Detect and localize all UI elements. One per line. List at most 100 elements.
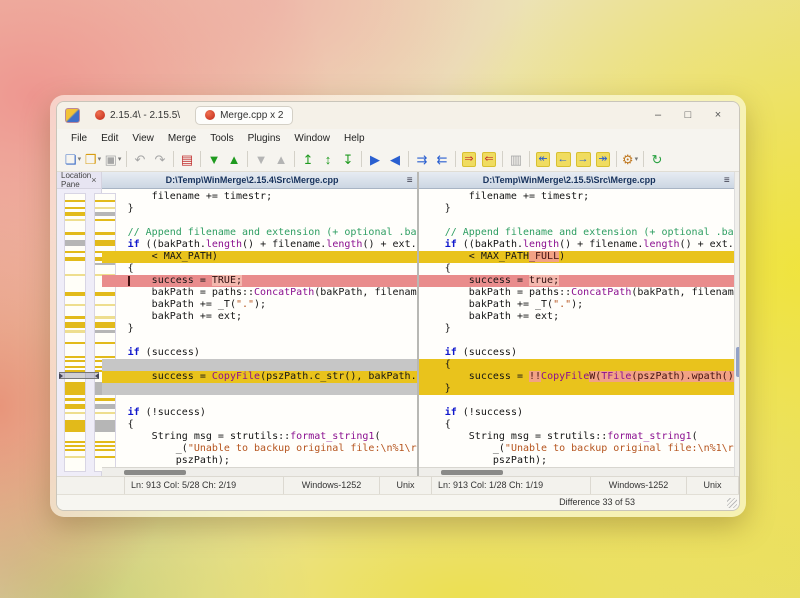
- scrollbar-thumb[interactable]: [440, 470, 503, 476]
- menu-file[interactable]: File: [71, 132, 88, 144]
- code-line[interactable]: if (!success): [102, 407, 417, 419]
- location-pane-map[interactable]: [57, 189, 116, 477]
- code-line[interactable]: }: [418, 383, 734, 396]
- menu-tools[interactable]: Tools: [210, 132, 234, 144]
- menu-view[interactable]: View: [132, 132, 154, 144]
- code-line[interactable]: pszPath);: [419, 455, 734, 467]
- code-line[interactable]: }: [102, 203, 417, 215]
- goto-right-button[interactable]: →: [573, 149, 593, 169]
- code-line[interactable]: {: [102, 419, 417, 431]
- dropdown-arrow-icon[interactable]: ▾: [97, 156, 102, 164]
- copy-left-button[interactable]: ◀: [385, 149, 405, 169]
- code-line[interactable]: success = !!CopyFileW(TFile(pszPath).wpa…: [418, 371, 734, 384]
- goto-last-right-button[interactable]: ↠: [593, 149, 613, 169]
- code-line[interactable]: if ((bakPath.length() + filename.length(…: [102, 239, 417, 251]
- pane-menu-icon[interactable]: ≡: [723, 174, 730, 186]
- code-line[interactable]: bakPath = paths::ConcatPath(bakPath, fil…: [419, 287, 734, 299]
- next-difference-button[interactable]: ▼: [204, 149, 224, 169]
- copy-right-button[interactable]: ▶: [365, 149, 385, 169]
- code-line[interactable]: [419, 215, 734, 227]
- code-line[interactable]: if (success): [102, 347, 417, 359]
- code-line[interactable]: if (success): [419, 347, 734, 359]
- resize-grip[interactable]: [727, 498, 737, 509]
- code-line[interactable]: {: [419, 419, 734, 431]
- code-line[interactable]: < MAX_PATH_FULL): [418, 251, 734, 264]
- scrollbar-thumb[interactable]: [735, 347, 739, 378]
- minimize-button[interactable]: –: [654, 109, 662, 122]
- right-code-editor[interactable]: filename += timestr; } // Append filenam…: [418, 189, 734, 468]
- undo-button[interactable]: ↶: [130, 149, 150, 169]
- code-line[interactable]: bakPath = paths::ConcatPath(bakPath, fil…: [102, 287, 417, 299]
- tab-folder-compare[interactable]: 2.15.4\ - 2.15.5\: [86, 107, 189, 124]
- first-difference-button[interactable]: ↥: [298, 149, 318, 169]
- code-line[interactable]: _("Unable to backup original file:\n%1\r: [419, 443, 734, 455]
- code-line[interactable]: [102, 335, 417, 347]
- code-line[interactable]: [419, 335, 734, 347]
- copy-right-advance-button[interactable]: ⇉: [412, 149, 432, 169]
- right-horizontal-scrollbar[interactable]: [418, 467, 734, 477]
- new-button[interactable]: ❏ ▾: [63, 149, 83, 169]
- auto-merge-button[interactable]: ▥: [506, 149, 526, 169]
- location-view-indicator[interactable]: [59, 372, 99, 380]
- code-line[interactable]: _("Unable to backup original file:\n%1\r: [102, 443, 417, 455]
- code-line[interactable]: String msg = strutils::format_string1(: [419, 431, 734, 443]
- code-line[interactable]: bakPath += _T(".");: [102, 299, 417, 311]
- code-line[interactable]: String msg = strutils::format_string1(: [102, 431, 417, 443]
- code-line[interactable]: pszPath);: [102, 455, 417, 467]
- code-line[interactable]: {: [419, 263, 734, 275]
- options-button[interactable]: ⚙ ▾: [620, 149, 640, 169]
- vertical-scrollbar[interactable]: [733, 172, 739, 477]
- menu-window[interactable]: Window: [294, 132, 330, 144]
- left-horizontal-scrollbar[interactable]: [101, 467, 417, 477]
- copy-pane-right-button[interactable]: ⇒: [459, 149, 479, 169]
- code-line[interactable]: filename += timestr;: [419, 191, 734, 203]
- code-line[interactable]: success = TRUE;: [101, 275, 417, 288]
- copy-pane-left-button[interactable]: ⇐: [479, 149, 499, 169]
- menu-edit[interactable]: Edit: [101, 132, 119, 144]
- goto-left-button[interactable]: ←: [553, 149, 573, 169]
- code-line[interactable]: // Append filename and extension (+ opti…: [419, 227, 734, 239]
- code-line[interactable]: [419, 395, 734, 407]
- code-line[interactable]: {: [418, 359, 734, 372]
- code-line[interactable]: {: [102, 263, 417, 275]
- code-line[interactable]: }: [419, 203, 734, 215]
- dropdown-arrow-icon[interactable]: ▾: [77, 156, 82, 164]
- pane-menu-icon[interactable]: ≡: [406, 174, 413, 186]
- save-button[interactable]: ▣ ▾: [103, 149, 123, 169]
- scrollbar-thumb[interactable]: [123, 470, 186, 476]
- code-line[interactable]: success = true;: [418, 275, 734, 288]
- code-line[interactable]: [102, 215, 417, 227]
- menu-merge[interactable]: Merge: [167, 132, 197, 144]
- dropdown-arrow-icon[interactable]: ▾: [634, 156, 639, 164]
- menu-plugins[interactable]: Plugins: [247, 132, 281, 144]
- code-line[interactable]: filename += timestr;: [102, 191, 417, 203]
- code-line[interactable]: }: [102, 323, 417, 335]
- menu-help[interactable]: Help: [343, 132, 365, 144]
- open-button[interactable]: ❒ ▾: [83, 149, 103, 169]
- code-line[interactable]: if (!success): [419, 407, 734, 419]
- maximize-button[interactable]: □: [684, 109, 692, 122]
- next-conflict-button[interactable]: ▼: [251, 149, 271, 169]
- close-icon[interactable]: ×: [91, 175, 97, 186]
- code-line[interactable]: [102, 395, 417, 407]
- copy-left-advance-button[interactable]: ⇇: [432, 149, 452, 169]
- left-code-editor[interactable]: filename += timestr; } // Append filenam…: [101, 189, 417, 468]
- view-line-diff-button[interactable]: ▤: [177, 149, 197, 169]
- code-line[interactable]: success = CopyFile(pszPath.c_str(), bakP…: [101, 371, 417, 384]
- goto-first-left-button[interactable]: ↞: [533, 149, 553, 169]
- redo-button[interactable]: ↷: [150, 149, 170, 169]
- code-line[interactable]: < MAX_PATH): [101, 251, 417, 264]
- previous-conflict-button[interactable]: ▲: [271, 149, 291, 169]
- code-line[interactable]: bakPath += _T(".");: [419, 299, 734, 311]
- dropdown-arrow-icon[interactable]: ▾: [117, 156, 122, 164]
- close-button[interactable]: ×: [714, 109, 722, 122]
- last-difference-button[interactable]: ↧: [338, 149, 358, 169]
- refresh-button[interactable]: ↻: [647, 149, 667, 169]
- code-line[interactable]: [101, 383, 417, 396]
- code-line[interactable]: [101, 359, 417, 372]
- code-line[interactable]: if ((bakPath.length() + filename.length(…: [419, 239, 734, 251]
- code-line[interactable]: }: [419, 323, 734, 335]
- code-line[interactable]: bakPath += ext;: [419, 311, 734, 323]
- code-line[interactable]: // Append filename and extension (+ opti…: [102, 227, 417, 239]
- code-line[interactable]: bakPath += ext;: [102, 311, 417, 323]
